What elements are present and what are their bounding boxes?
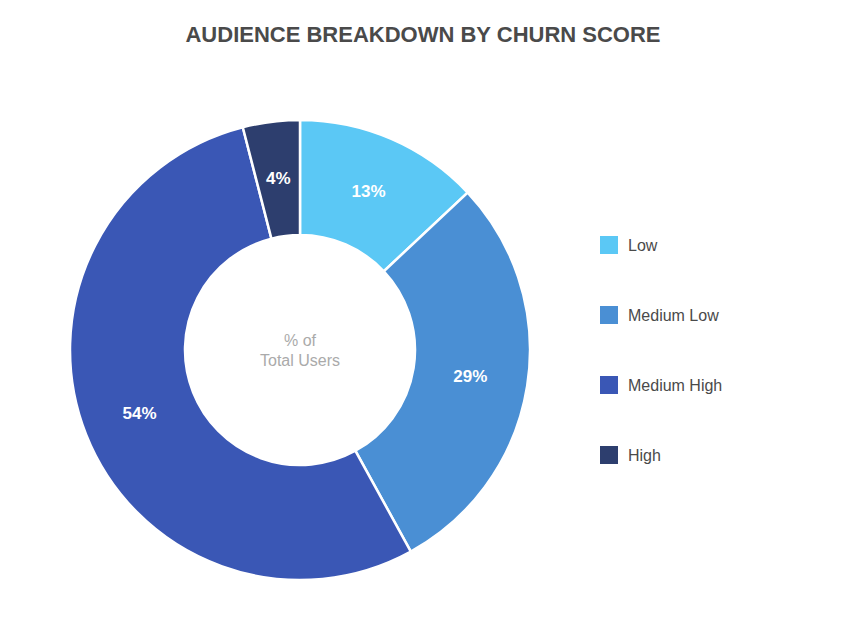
legend-item: Low <box>600 236 658 254</box>
legend-label: Medium High <box>628 377 722 394</box>
legend-swatch <box>600 446 618 464</box>
chart: AUDIENCE BREAKDOWN BY CHURN SCORE 13% 29% 5… <box>0 0 846 642</box>
title: AUDIENCE BREAKDOWN BY CHURN SCORE <box>185 22 660 47</box>
data-label: 13% <box>351 182 385 201</box>
legend: Low Medium Low Medium High High <box>600 236 722 464</box>
center-text: % of Total Users <box>260 332 340 369</box>
legend-label: Low <box>628 237 658 254</box>
donut <box>70 120 530 580</box>
center-text-line: % of <box>284 332 317 349</box>
legend-item: Medium Low <box>600 306 719 324</box>
legend-item: High <box>600 446 661 464</box>
legend-swatch <box>600 236 618 254</box>
data-label: 4% <box>266 169 291 188</box>
data-labels: 13% 29% 54% 4% <box>123 169 488 423</box>
legend-label: Medium Low <box>628 307 719 324</box>
legend-swatch <box>600 306 618 324</box>
data-label: 54% <box>123 404 157 423</box>
legend-label: High <box>628 447 661 464</box>
legend-item: Medium High <box>600 376 722 394</box>
donut-slice <box>243 120 300 239</box>
legend-swatch <box>600 376 618 394</box>
donut-slice <box>70 127 411 580</box>
center-text-line: Total Users <box>260 352 340 369</box>
data-label: 29% <box>453 367 487 386</box>
